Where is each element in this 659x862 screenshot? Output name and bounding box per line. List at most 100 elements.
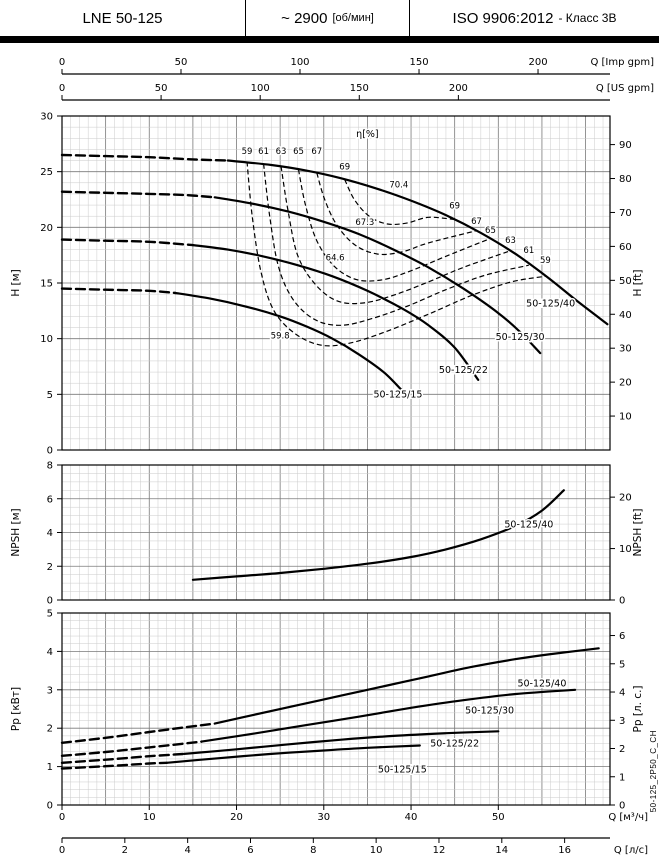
y-right-tick-label: 0: [619, 596, 625, 607]
tick-label: 50: [175, 57, 188, 68]
tick-label: 8: [310, 845, 316, 856]
tick-label: 20: [230, 812, 243, 823]
pump-curve-50-125-40: [226, 159, 609, 326]
tick-label: 150: [409, 57, 428, 68]
pump-curve-50-125-40: [191, 489, 565, 581]
tick-label: 6: [247, 845, 253, 856]
y-tick-label: 20: [40, 223, 53, 234]
pump-model: LNE 50-125: [82, 9, 163, 27]
efficiency-label-right-67: 67: [471, 217, 482, 227]
efficiency-label-left-67: 67: [311, 147, 322, 157]
curve-label-50-125-40: 50-125/40: [504, 519, 553, 530]
tick-label: 200: [449, 83, 468, 94]
power-plot-border: [61, 612, 611, 806]
axis-unit-label: Q [м³/ч]: [608, 812, 648, 823]
y-tick-label: 0: [47, 801, 53, 812]
curve-label-50-125-22: 50-125/22: [430, 739, 479, 750]
y-right-tick-label: 1: [619, 772, 625, 783]
pump-curve-dashed-50-125-30: [60, 740, 203, 757]
pump-curve-50-125-15: [174, 291, 409, 398]
efficiency-label-left-63: 63: [276, 147, 287, 157]
tick-label: 0: [59, 845, 65, 856]
y-tick-label: 5: [47, 390, 53, 401]
efficiency-bep-label: 64.6: [326, 254, 345, 264]
y-right-tick-label: 4: [619, 688, 625, 699]
tick-label: 2: [122, 845, 128, 856]
pump-speed-unit: [об/мин]: [332, 12, 374, 24]
efficiency-label-left-69: 69: [339, 162, 350, 172]
y-tick-label: 4: [47, 647, 53, 658]
y-tick-label: 6: [47, 494, 53, 505]
y-tick-label: 2: [47, 724, 53, 735]
pump-curve-dashed-50-125-15: [60, 287, 177, 295]
curve-label-50-125-30: 50-125/30: [465, 706, 514, 717]
y-right-tick-label: 20: [619, 378, 632, 389]
tick-label: 10: [143, 812, 156, 823]
y-right-axis-label: H [ft]: [632, 269, 644, 296]
y-axis-label: NPSH [м]: [10, 508, 22, 556]
tick-label: 50: [492, 812, 505, 823]
pump-curve-dashed-50-125-30: [60, 190, 216, 199]
pump-curve-dashed-50-125-22: [60, 752, 186, 764]
curve-label-50-125-30: 50-125/30: [496, 332, 545, 343]
tick-label: 200: [528, 57, 547, 68]
tick-label: 150: [350, 83, 369, 94]
tick-label: 16: [558, 845, 571, 856]
efficiency-label-right-61: 61: [523, 246, 534, 256]
y-right-tick-label: 0: [619, 801, 625, 812]
y-tick-label: 5: [47, 609, 53, 620]
y-right-tick-label: 30: [619, 344, 632, 355]
efficiency-title: η[%]: [356, 129, 378, 140]
tick-label: 10: [370, 845, 383, 856]
tick-label: 100: [290, 57, 309, 68]
y-right-tick-label: 3: [619, 716, 625, 727]
efficiency-label-right-65: 65: [485, 226, 496, 236]
header-cell-model: LNE 50-125: [0, 0, 245, 36]
efficiency-label-left-59: 59: [242, 147, 253, 157]
pump-curve-50-125-30: [213, 196, 542, 355]
document-code: 50-125_2P50_C_CH: [649, 729, 658, 812]
tick-label: 30: [317, 812, 330, 823]
efficiency-label-right-69: 69: [449, 201, 460, 211]
efficiency-label-left-65: 65: [293, 147, 304, 157]
pump-curve-50-125-22: [183, 730, 500, 755]
y-right-tick-label: 60: [619, 242, 632, 253]
tick-label: 0: [59, 57, 65, 68]
efficiency-label-left-61: 61: [258, 147, 269, 157]
efficiency-label-right-59: 59: [540, 256, 551, 266]
y-tick-label: 15: [40, 279, 53, 290]
tick-label: 50: [155, 83, 168, 94]
tick-label: 0: [59, 83, 65, 94]
tick-label: 100: [251, 83, 270, 94]
y-right-tick-label: 5: [619, 659, 625, 670]
test-standard: ISO 9906:2012: [452, 9, 554, 27]
efficiency-bep-label: 67.3: [355, 218, 374, 228]
y-tick-label: 8: [47, 461, 53, 472]
head-chart: 0 5 10 15 20 25 30 10 20 30 40 50 60 70 80 90 H [м] H [ft…: [10, 112, 644, 457]
header-cell-standard: ISO 9906:2012 - Класс 3В: [410, 0, 659, 36]
axis-unit-label: Q [US gpm]: [596, 83, 654, 94]
power-chart: 0 1 2 3 4 5 0 1 2 3 4 5 6 Pp [кВт] Pp [л. с.] 50-125/40…: [10, 609, 644, 812]
npsh-chart: 0 2 4 6 8 0 10 20 NPSH [м] NPSH [ft] 50-125/40: [10, 461, 644, 607]
y-right-tick-label: 70: [619, 208, 632, 219]
test-standard-class: - Класс 3В: [558, 11, 617, 25]
efficiency-contour-63: [280, 166, 511, 305]
efficiency-contour-65: [297, 169, 491, 282]
y-right-tick-label: 2: [619, 744, 625, 755]
efficiency-contour-59: [246, 161, 546, 347]
pump-speed: ~ 2900: [281, 9, 328, 27]
tick-label: 4: [184, 845, 190, 856]
y-tick-label: 1: [47, 762, 53, 773]
curve-label-50-125-40: 50-125/40: [526, 298, 575, 309]
top-axis-0: 0 50 100 150 200 Q [Imp gpm]: [59, 57, 654, 75]
y-right-tick-label: 80: [619, 174, 632, 185]
efficiency-bep-label: 59.8: [271, 332, 290, 342]
y-right-tick-label: 90: [619, 140, 632, 151]
efficiency-label-right-63: 63: [505, 236, 516, 246]
axis-unit-label: Q [Imp gpm]: [590, 57, 654, 68]
tick-label: 0: [59, 812, 65, 823]
pump-curve-dashed-50-125-15: [60, 761, 168, 770]
y-tick-label: 30: [40, 112, 53, 123]
pump-curve-50-125-22: [191, 244, 480, 381]
y-axis-label: H [м]: [10, 269, 22, 296]
